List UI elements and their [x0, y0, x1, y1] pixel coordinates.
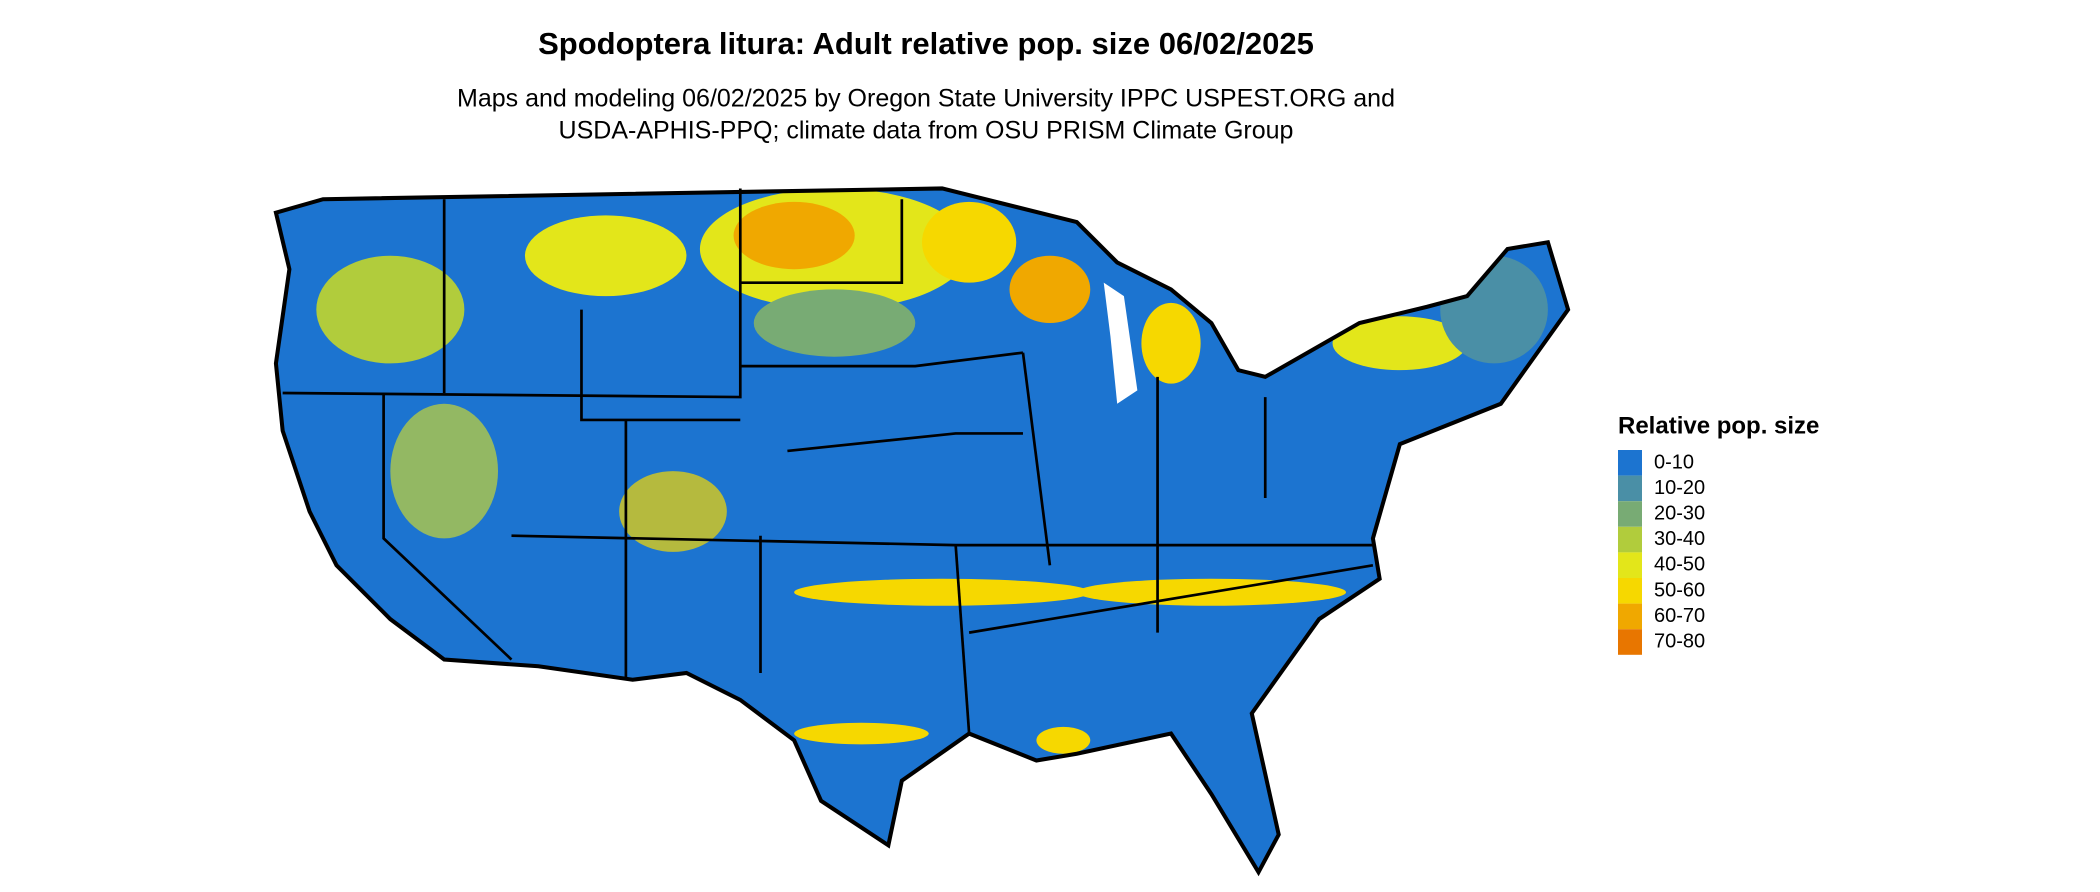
- state-lines: [282, 188, 1374, 734]
- map-subtitle: Maps and modeling 06/02/2025 by Oregon S…: [457, 85, 1395, 113]
- legend-swatch: [1618, 578, 1642, 604]
- legend-label: 60-70: [1654, 605, 1705, 627]
- legend-label: 40-50: [1654, 554, 1705, 576]
- legend-label: 30-40: [1654, 528, 1705, 550]
- legend-swatch: [1618, 450, 1642, 476]
- map-subtitle: USDA-APHIS-PPQ; climate data from OSU PR…: [559, 117, 1294, 145]
- us-map: [276, 188, 1568, 872]
- heat-patches: [316, 188, 1548, 754]
- legend-label: 50-60: [1654, 579, 1705, 601]
- map-title: Spodoptera litura: Adult relative pop. s…: [538, 26, 1314, 61]
- legend-title: Relative pop. size: [1618, 412, 1819, 439]
- legend-label: 20-30: [1654, 502, 1705, 524]
- legend-swatch: [1618, 526, 1642, 553]
- legend-swatch: [1618, 629, 1642, 655]
- legend-swatch: [1618, 603, 1642, 630]
- legend-label: 10-20: [1654, 477, 1705, 499]
- lake-michigan: [1103, 282, 1138, 404]
- legend: 0-10 10-20 20-30 30-40 40-50 50-60 60-70 70-80: [1618, 450, 1705, 655]
- legend-swatch: [1618, 475, 1642, 502]
- legend-label: 0-10: [1654, 451, 1694, 473]
- legend-swatch: [1618, 552, 1642, 578]
- legend-label: 70-80: [1654, 630, 1705, 652]
- legend-swatch: [1618, 501, 1642, 527]
